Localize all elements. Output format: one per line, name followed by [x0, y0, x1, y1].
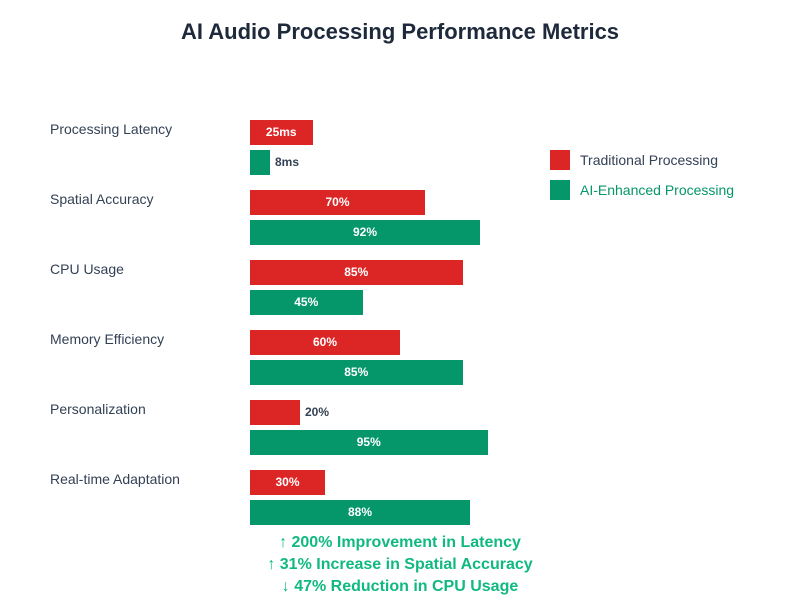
bar-ai-enhanced: [250, 290, 363, 315]
legend-label: AI-Enhanced Processing: [580, 182, 735, 198]
legend-swatch: [550, 150, 570, 170]
bar-ai-enhanced: [250, 150, 270, 175]
legend-item: Traditional Processing: [550, 150, 718, 170]
annotation-text: ↑ 200% Improvement in Latency: [279, 534, 521, 551]
category-label: Memory Efficiency: [50, 331, 165, 347]
category-label: Processing Latency: [50, 121, 173, 137]
annotation-text: ↓ 47% Reduction in CPU Usage: [281, 578, 519, 595]
legend-item: AI-Enhanced Processing: [550, 180, 734, 200]
category-label: Personalization: [50, 401, 146, 417]
bar-value-label: 88%: [347, 505, 373, 519]
bar-value-label: 20%: [305, 405, 330, 419]
bar-value-label: 95%: [356, 435, 381, 449]
bar-ai-enhanced: [250, 360, 463, 385]
bar-traditional: [250, 260, 463, 285]
bar-value-label: 85%: [344, 365, 369, 379]
bar-value-label: 70%: [325, 195, 350, 209]
category-label: Real-time Adaptation: [50, 471, 180, 487]
category-label: Spatial Accuracy: [50, 191, 154, 207]
bar-value-label: 25ms: [265, 125, 297, 139]
legend-swatch: [550, 180, 570, 200]
annotation-text: ↑ 31% Increase in Spatial Accuracy: [267, 556, 533, 573]
bar-traditional: [250, 470, 325, 495]
bar-traditional: [250, 120, 313, 145]
bar-value-label: 60%: [312, 335, 338, 349]
category-label: CPU Usage: [50, 261, 124, 277]
bar-value-label: 8ms: [275, 155, 300, 169]
bar-traditional: [250, 190, 425, 215]
bar-traditional: [250, 400, 300, 425]
bar-value-label: 30%: [275, 475, 300, 489]
bar-ai-enhanced: [250, 430, 488, 455]
bar-value-label: 45%: [294, 295, 319, 309]
chart-title: AI Audio Processing Performance Metrics: [180, 19, 620, 44]
bar-value-label: 92%: [352, 225, 378, 239]
bar-ai-enhanced: [250, 220, 480, 245]
bar-ai-enhanced: [250, 500, 470, 525]
legend-label: Traditional Processing: [580, 152, 718, 168]
bar-traditional: [250, 330, 400, 355]
bar-value-label: 85%: [344, 265, 369, 279]
